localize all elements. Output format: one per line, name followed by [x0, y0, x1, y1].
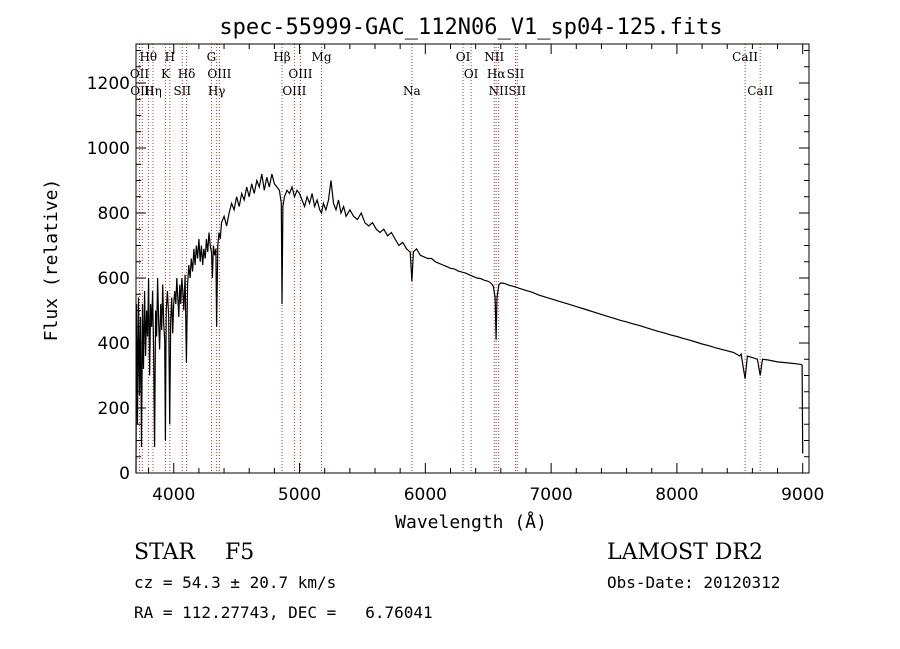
spectral-line-label-13: OIII: [288, 67, 312, 81]
spectral-line-label-3: Hη: [144, 84, 162, 98]
x-tick-label: 7000: [529, 485, 572, 505]
spectral-line-label-21: SII: [507, 67, 525, 81]
object-subclass: F5: [225, 540, 255, 565]
spectral-line-label-22: SII: [508, 84, 526, 98]
spectral-line-label-11: Hβ: [273, 50, 290, 64]
spectral-line-label-10: OIII: [207, 67, 231, 81]
spectral-line-label-8: G: [207, 50, 217, 64]
spectral-line-label-23: CaII: [732, 50, 758, 64]
plot-frame: [135, 43, 810, 474]
spectral-line-label-14: Mg: [312, 50, 332, 64]
spectrum-series-line: [135, 173, 804, 474]
x-axis: 4000 5000 6000 7000 8000 9000: [148, 44, 824, 505]
spectral-line-label-2: Hθ: [139, 50, 157, 64]
spectral-line-label-17: OI: [464, 67, 479, 81]
object-class: STAR: [134, 540, 195, 565]
spectral-line-label-19: Hα: [487, 67, 506, 81]
spectral-line-label-12: OIII: [282, 84, 306, 98]
y-axis: 0 200 400 600 800 1000 1200: [87, 50, 809, 484]
spectral-line-markers: [139, 44, 761, 473]
spectral-line-label-6: SII: [173, 84, 191, 98]
spectral-line-label-20: NII: [489, 84, 509, 98]
spectral-line-label-9: Hγ: [208, 84, 226, 98]
x-tick-label: 5000: [278, 485, 321, 505]
y-tick-label: 200: [98, 399, 130, 419]
y-tick-label: 1200: [87, 74, 130, 94]
obs-date-text: Obs-Date: 20120312: [607, 573, 781, 592]
redshift-text: cz = 54.3 ± 20.7 km/s: [134, 573, 337, 592]
spectral-line-label-15: Na: [403, 84, 421, 98]
object-class-line: STAR F5: [134, 540, 254, 565]
spectral-line-label-4: K: [161, 67, 171, 81]
y-tick-label: 1000: [87, 139, 130, 159]
spectral-line-label-24: CaII: [747, 84, 773, 98]
x-tick-label: 9000: [781, 485, 824, 505]
spectral-line-label-18: NII: [484, 50, 504, 64]
spectral-line-label-0: OII: [130, 67, 150, 81]
y-tick-label: 800: [98, 204, 130, 224]
chart-title: spec-55999-GAC_112N06_V1_sp04-125.fits: [219, 15, 722, 40]
y-tick-label: 600: [98, 269, 130, 289]
spectral-line-label-7: Hδ: [178, 67, 196, 81]
spectral-line-label-16: OI: [456, 50, 471, 64]
x-tick-label: 6000: [404, 485, 447, 505]
y-axis-label: Flux (relative): [41, 179, 62, 342]
survey-name: LAMOST DR2: [607, 540, 763, 565]
x-axis-label: Wavelength (Å): [395, 511, 547, 533]
y-tick-label: 0: [119, 464, 130, 484]
y-tick-label: 400: [98, 334, 130, 354]
coordinates-text: RA = 112.27743, DEC = 6.76041: [134, 603, 433, 622]
spectral-line-label-1: OIII: [130, 84, 154, 98]
spectral-line-labels: OIIOIIIHθHηKHSIIHδGHγOIIIHβOIIIOIIIMgNaO…: [130, 50, 773, 98]
spectral-line-label-5: H: [165, 50, 175, 64]
x-tick-label: 4000: [152, 485, 195, 505]
x-tick-label: 8000: [655, 485, 698, 505]
